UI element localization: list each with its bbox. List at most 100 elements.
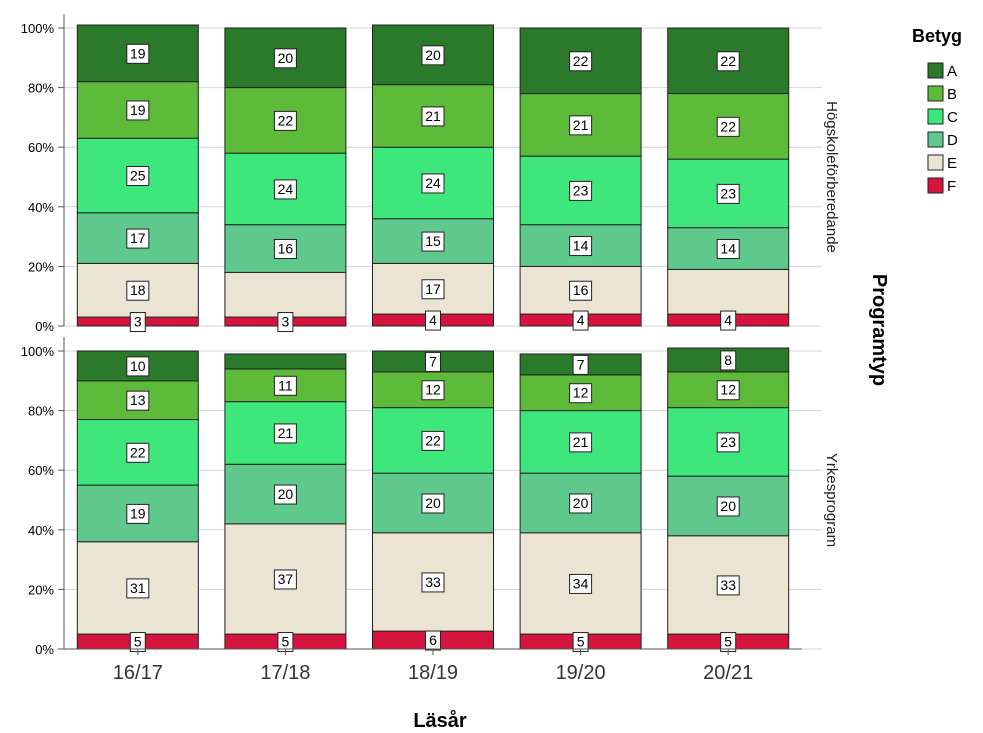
data-label-box xyxy=(421,572,445,593)
data-label-box xyxy=(720,310,737,331)
legend-title: Betyg xyxy=(912,26,962,46)
data-label: 10 xyxy=(126,356,150,377)
data-label-text: 4 xyxy=(724,312,732,328)
data-label-text: 19 xyxy=(130,102,146,118)
y-tick-label: 40% xyxy=(28,523,54,538)
data-label-box xyxy=(126,228,150,249)
data-label: 13 xyxy=(126,390,150,411)
data-label-text: 12 xyxy=(425,382,441,398)
data-label: 3 xyxy=(129,312,146,333)
data-label-box xyxy=(421,106,445,127)
data-label-text: 14 xyxy=(573,238,589,254)
data-label-box xyxy=(716,380,740,401)
data-label: 16 xyxy=(569,280,593,301)
data-label-text: 22 xyxy=(130,444,146,460)
data-label: 20 xyxy=(273,48,297,69)
data-label-box xyxy=(569,493,593,514)
legend-swatch xyxy=(927,62,944,79)
data-label: 14 xyxy=(569,236,593,257)
data-label-text: 19 xyxy=(130,45,146,61)
data-label-text: 19 xyxy=(130,505,146,521)
data-label-text: 8 xyxy=(724,352,732,368)
legend-swatch xyxy=(927,85,944,102)
data-label: 37 xyxy=(273,569,297,590)
legend-label: D xyxy=(947,132,958,149)
data-label: 22 xyxy=(716,116,740,137)
data-label-text: 17 xyxy=(130,230,146,246)
data-label-text: 12 xyxy=(573,385,589,401)
data-label-text: 4 xyxy=(577,312,585,328)
data-label-box xyxy=(572,310,589,331)
data-label-text: 5 xyxy=(134,634,142,650)
data-label-text: 22 xyxy=(720,118,736,134)
y-tick-label: 100% xyxy=(21,21,55,36)
data-label-box xyxy=(716,116,740,137)
data-label-text: 15 xyxy=(425,233,441,249)
data-label-text: 7 xyxy=(429,353,437,369)
data-label-box xyxy=(126,356,150,377)
data-label: 20 xyxy=(273,484,297,505)
data-label: 4 xyxy=(572,310,589,331)
data-label-box xyxy=(277,312,294,333)
bar-segment-E xyxy=(224,271,347,318)
x-tick-label: 20/21 xyxy=(703,662,753,684)
y-tick-label: 0% xyxy=(35,319,54,334)
y-tick-label: 20% xyxy=(28,582,54,597)
data-label-box xyxy=(126,43,150,64)
data-label-box xyxy=(421,380,445,401)
data-label: 5 xyxy=(720,632,737,653)
data-label: 23 xyxy=(569,180,593,201)
data-label-text: 5 xyxy=(282,634,290,650)
panel-label: Högskoleförberedande xyxy=(823,101,840,253)
data-label-text: 20 xyxy=(425,495,441,511)
data-label: 17 xyxy=(126,228,150,249)
data-label-text: 22 xyxy=(278,112,294,128)
data-label-text: 14 xyxy=(720,241,736,257)
data-label: 23 xyxy=(716,432,740,453)
data-label-text: 34 xyxy=(573,575,589,591)
data-label: 3 xyxy=(277,312,294,333)
x-axis-title: Läsår xyxy=(413,709,467,732)
data-label-box xyxy=(273,569,297,590)
data-label: 12 xyxy=(569,383,593,404)
data-label: 7 xyxy=(425,351,441,372)
y-tick-label: 20% xyxy=(28,259,54,274)
data-label-box xyxy=(273,110,297,131)
y-tick-label: 40% xyxy=(28,200,54,215)
data-label: 20 xyxy=(421,493,445,514)
data-label-text: 6 xyxy=(429,632,437,648)
data-label: 22 xyxy=(126,442,150,463)
data-label: 23 xyxy=(716,183,740,204)
legend-item-A: A xyxy=(927,62,957,80)
data-label-text: 18 xyxy=(130,282,146,298)
x-tick-label: 17/18 xyxy=(260,662,310,684)
data-label-box xyxy=(273,423,297,444)
data-label-box xyxy=(716,432,740,453)
data-label-text: 11 xyxy=(278,377,293,393)
data-label-text: 23 xyxy=(720,434,736,450)
y-tick-label: 60% xyxy=(28,140,54,155)
data-label-box xyxy=(572,354,589,375)
legend-item-D: D xyxy=(927,131,958,149)
data-label-box xyxy=(716,51,740,72)
data-label-text: 20 xyxy=(278,50,294,66)
data-label-text: 20 xyxy=(720,498,736,514)
panel-0: 0% 20% 40% 60% 80% 100% 3 18 17 25 19 19 3 16 24 22 20 4 1… xyxy=(21,14,840,334)
legend-label: F xyxy=(947,178,956,195)
legend-item-F: F xyxy=(927,177,956,195)
data-label: 4 xyxy=(720,310,737,331)
legend-label: B xyxy=(947,86,957,103)
data-label: 19 xyxy=(126,43,150,64)
data-label-text: 31 xyxy=(130,580,146,596)
data-label-box xyxy=(273,179,297,200)
legend-item-C: C xyxy=(927,108,958,126)
legend-item-B: B xyxy=(927,85,957,103)
data-label: 19 xyxy=(126,100,150,121)
data-label: 22 xyxy=(421,430,445,451)
data-label-box xyxy=(126,280,150,301)
data-label-text: 23 xyxy=(720,185,736,201)
data-label-text: 25 xyxy=(130,168,146,184)
data-label-box xyxy=(273,484,297,505)
